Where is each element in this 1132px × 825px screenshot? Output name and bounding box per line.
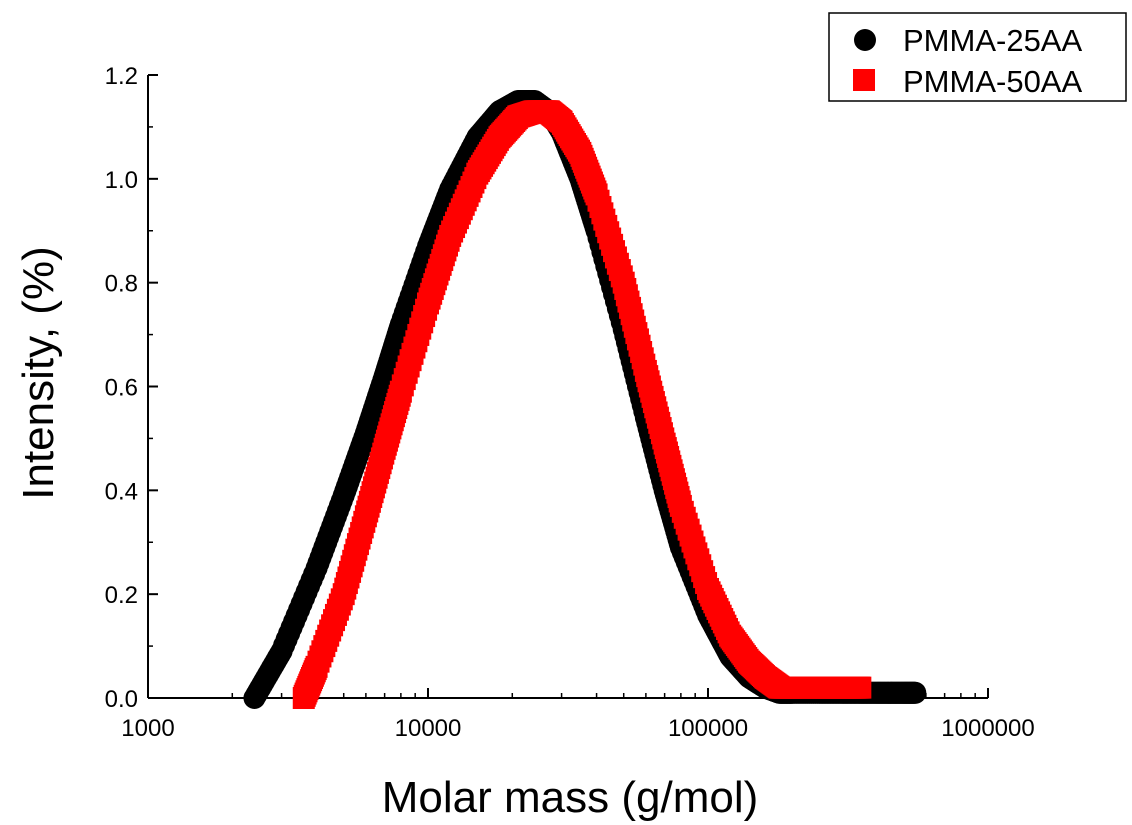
x-tick-label: 1000 xyxy=(121,715,174,742)
legend-frame xyxy=(828,12,1127,102)
legend: PMMA-25AA PMMA-50AA xyxy=(828,12,1127,102)
y-tick-label: 0.4 xyxy=(105,478,138,505)
series-pmma-50aa xyxy=(292,100,872,709)
legend-marker-pmma-25aa xyxy=(854,29,876,51)
x-tick-label: 100000 xyxy=(668,715,748,742)
y-tick-label: 0.2 xyxy=(105,582,138,609)
legend-label-pmma-25aa: PMMA-25AA xyxy=(903,23,1082,58)
y-axis-title: Intensity, (%) xyxy=(14,246,63,499)
data-marks xyxy=(243,89,927,709)
data-point xyxy=(904,681,927,704)
y-tick-label: 0.6 xyxy=(105,375,138,402)
y-tick-label: 0.8 xyxy=(105,271,138,298)
x-tick-label: 10000 xyxy=(395,715,462,742)
legend-marker-pmma-50aa xyxy=(853,69,875,91)
data-point xyxy=(849,676,872,699)
legend-label-pmma-50aa: PMMA-50AA xyxy=(903,64,1082,99)
x-tick-label: 1000000 xyxy=(941,715,1034,742)
y-tick-label: 0.0 xyxy=(105,686,138,713)
tick-labels: 1000 10000 100000 1000000 0.0 0.2 0.4 0.6 0.8 1.0… xyxy=(105,63,1035,742)
x-axis-title: Molar mass (g/mol) xyxy=(382,773,759,822)
y-tick-label: 1.0 xyxy=(105,167,138,194)
y-tick-label: 1.2 xyxy=(105,63,138,90)
